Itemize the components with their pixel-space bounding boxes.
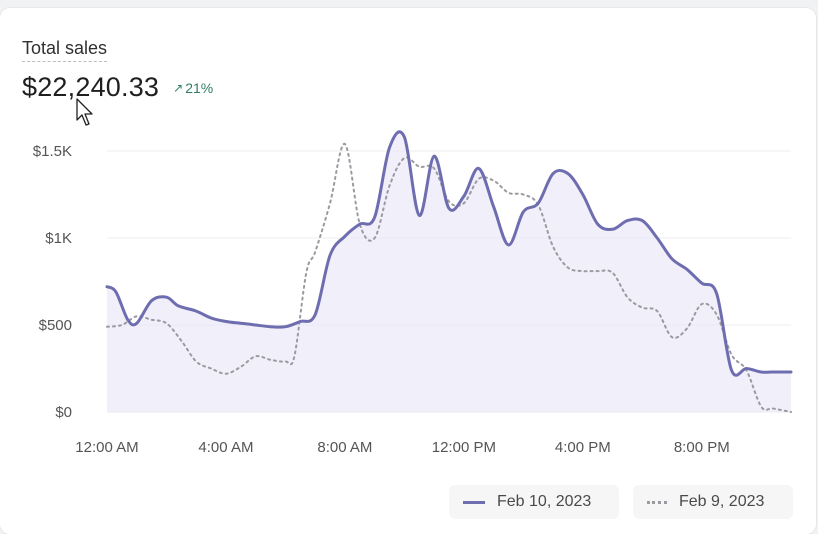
legend-item-current[interactable]: Feb 10, 2023 bbox=[449, 485, 619, 519]
x-tick-label: 8:00 PM bbox=[674, 439, 730, 456]
x-tick-label: 4:00 PM bbox=[555, 439, 611, 456]
series-area-current bbox=[107, 131, 791, 412]
delta-badge: ↗ 21% bbox=[173, 80, 213, 96]
delta-percent: 21% bbox=[185, 79, 214, 96]
x-tick-label: 12:00 AM bbox=[75, 439, 138, 456]
y-tick-label: $1.5K bbox=[33, 143, 72, 160]
value-row: $22,240.33 ↗ 21% bbox=[22, 72, 213, 103]
total-sales-value: $22,240.33 bbox=[22, 72, 160, 102]
dotted-line-swatch-icon bbox=[647, 500, 667, 504]
trend-up-icon: ↗ bbox=[173, 80, 184, 95]
legend-item-previous[interactable]: Feb 9, 2023 bbox=[633, 485, 793, 519]
y-tick-label: $500 bbox=[39, 317, 72, 334]
mouse-pointer-icon bbox=[76, 98, 93, 126]
card-title[interactable]: Total sales bbox=[22, 38, 108, 62]
legend-label-current: Feb 10, 2023 bbox=[497, 493, 592, 510]
solid-line-swatch-icon bbox=[463, 500, 485, 504]
series-line-current bbox=[105, 130, 793, 377]
y-tick-label: $0 bbox=[55, 404, 72, 421]
x-tick-label: 12:00 PM bbox=[432, 439, 496, 456]
series-line-previous bbox=[106, 142, 792, 413]
y-tick-label: $1K bbox=[45, 230, 72, 247]
x-tick-label: 8:00 AM bbox=[317, 439, 372, 456]
x-tick-label: 4:00 AM bbox=[198, 439, 253, 456]
legend-label-previous: Feb 9, 2023 bbox=[679, 493, 765, 510]
